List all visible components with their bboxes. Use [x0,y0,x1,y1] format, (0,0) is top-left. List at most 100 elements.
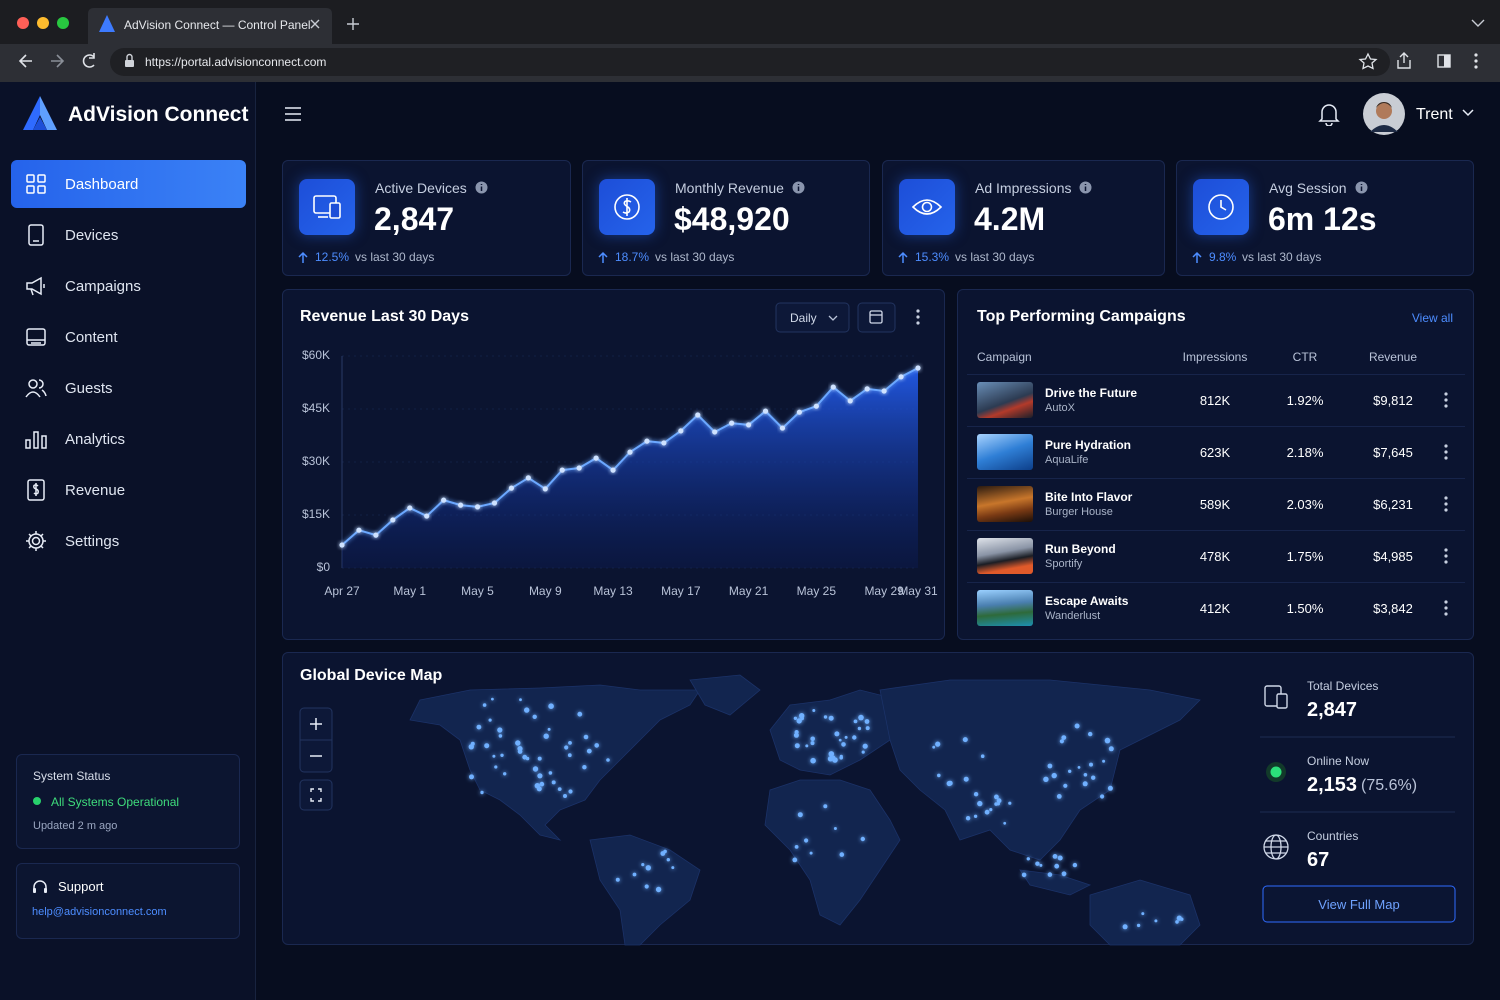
table-row[interactable] [967,374,1465,426]
brand-name[interactable]: AdVision Connect [68,103,249,126]
map-button[interactable] [1262,885,1456,923]
user-menu[interactable] [1462,109,1474,117]
tab-close[interactable] [310,19,320,29]
zoom-in[interactable] [310,718,322,730]
address-bar[interactable] [110,48,1390,76]
nav-item[interactable] [11,160,246,208]
y-tick-label: $0 [317,560,331,574]
device-dot [488,718,492,722]
device-dot [839,756,843,760]
device-dot [1072,862,1078,868]
row-menu[interactable] [1443,496,1449,512]
nav-label[interactable]: Guests [65,380,113,397]
info-icon[interactable] [475,181,488,194]
close-dot[interactable] [17,17,29,29]
nav-label[interactable]: Settings [65,533,120,550]
device-dot [1008,801,1012,805]
avatar[interactable] [1362,92,1406,136]
row-menu[interactable] [1443,600,1449,616]
cell-ctr: 1.50% [1286,601,1324,616]
nav-label[interactable]: Analytics [65,431,126,448]
table-row[interactable] [967,478,1465,530]
row-menu[interactable] [1443,392,1449,408]
campaign-name[interactable]: Pure Hydration [1045,438,1132,452]
table-row[interactable] [967,582,1465,634]
max-dot[interactable] [57,17,69,29]
forward[interactable] [51,54,65,68]
period-value[interactable]: Daily [790,311,817,325]
device-dot [996,798,1002,804]
row-menu[interactable] [1443,548,1449,564]
nav-label[interactable]: Revenue [65,482,126,499]
period-select[interactable] [775,302,850,333]
user-name[interactable]: Trent [1416,106,1453,123]
device-dot [1061,871,1067,877]
cell-revenue: $4,985 [1373,549,1413,564]
support-card [16,863,240,939]
bookmark[interactable] [1358,52,1378,70]
stat-dividers [1260,736,1455,813]
campaign-name[interactable]: Drive the Future [1045,386,1138,400]
nav-label[interactable]: Campaigns [65,278,141,295]
device-dots [468,697,1184,930]
device-dot [551,780,556,785]
campaign-name[interactable]: Bite Into Flavor [1045,490,1133,504]
back[interactable] [18,54,32,68]
row-menu[interactable] [1443,444,1449,460]
menu-button[interactable] [284,106,304,122]
device-dot [468,744,474,750]
nav-icon [27,479,45,501]
campaign-name[interactable]: Escape Awaits [1045,594,1129,608]
campaigns-title: Top Performing Campaigns [977,308,1186,325]
url[interactable]: https://portal.advisionconnect.com [145,55,327,69]
min-dot[interactable] [37,17,49,29]
campaigns-panel [957,289,1474,640]
support-email[interactable]: help@advisionconnect.com [32,906,167,918]
device-dot [519,698,522,702]
info-icon[interactable] [1079,181,1092,194]
device-dot [794,743,800,749]
tab-menu[interactable] [1471,19,1485,27]
data-point [356,527,362,533]
device-dot [984,809,990,815]
nav-label[interactable]: Devices [65,227,119,244]
map-title: Global Device Map [300,667,443,684]
device-dot [1089,762,1093,767]
date-button[interactable] [857,302,896,333]
info-icon[interactable] [1355,181,1368,194]
data-point [712,429,718,435]
share[interactable] [1397,52,1411,69]
campaign-name[interactable]: Run Beyond [1045,542,1116,556]
data-point [576,465,582,471]
kpi-value: 4.2M [974,201,1046,237]
browser-menu[interactable] [1474,53,1478,69]
north-america [409,684,701,841]
device-dot [606,758,610,762]
map-button-label[interactable]: View Full Map [1318,897,1400,912]
table-row[interactable] [967,530,1465,582]
south-america [589,834,701,946]
fullscreen-button[interactable] [299,779,333,811]
kpi-icon [614,194,640,220]
notifications[interactable] [1318,102,1340,126]
data-point [441,497,447,503]
info-icon[interactable] [792,181,805,194]
table-row[interactable] [967,426,1465,478]
chart-menu[interactable] [916,309,920,325]
chart-title: Revenue Last 30 Days [300,308,469,325]
nav-label[interactable]: Content [65,329,118,346]
view-all[interactable]: View all [1411,311,1453,325]
device-dot [1104,737,1111,744]
status-state: All Systems Operational [51,795,180,809]
new-tab[interactable] [347,18,359,30]
device-dot [482,703,487,707]
reload[interactable] [82,53,95,68]
nav-label[interactable]: Dashboard [65,176,139,193]
device-dot [547,727,551,731]
asia [879,679,1201,861]
x-tick-label: May 29 [864,584,904,598]
device-dot [492,754,496,758]
lock [125,60,134,67]
tab[interactable] [88,8,332,44]
browser-chrome [0,8,1500,82]
